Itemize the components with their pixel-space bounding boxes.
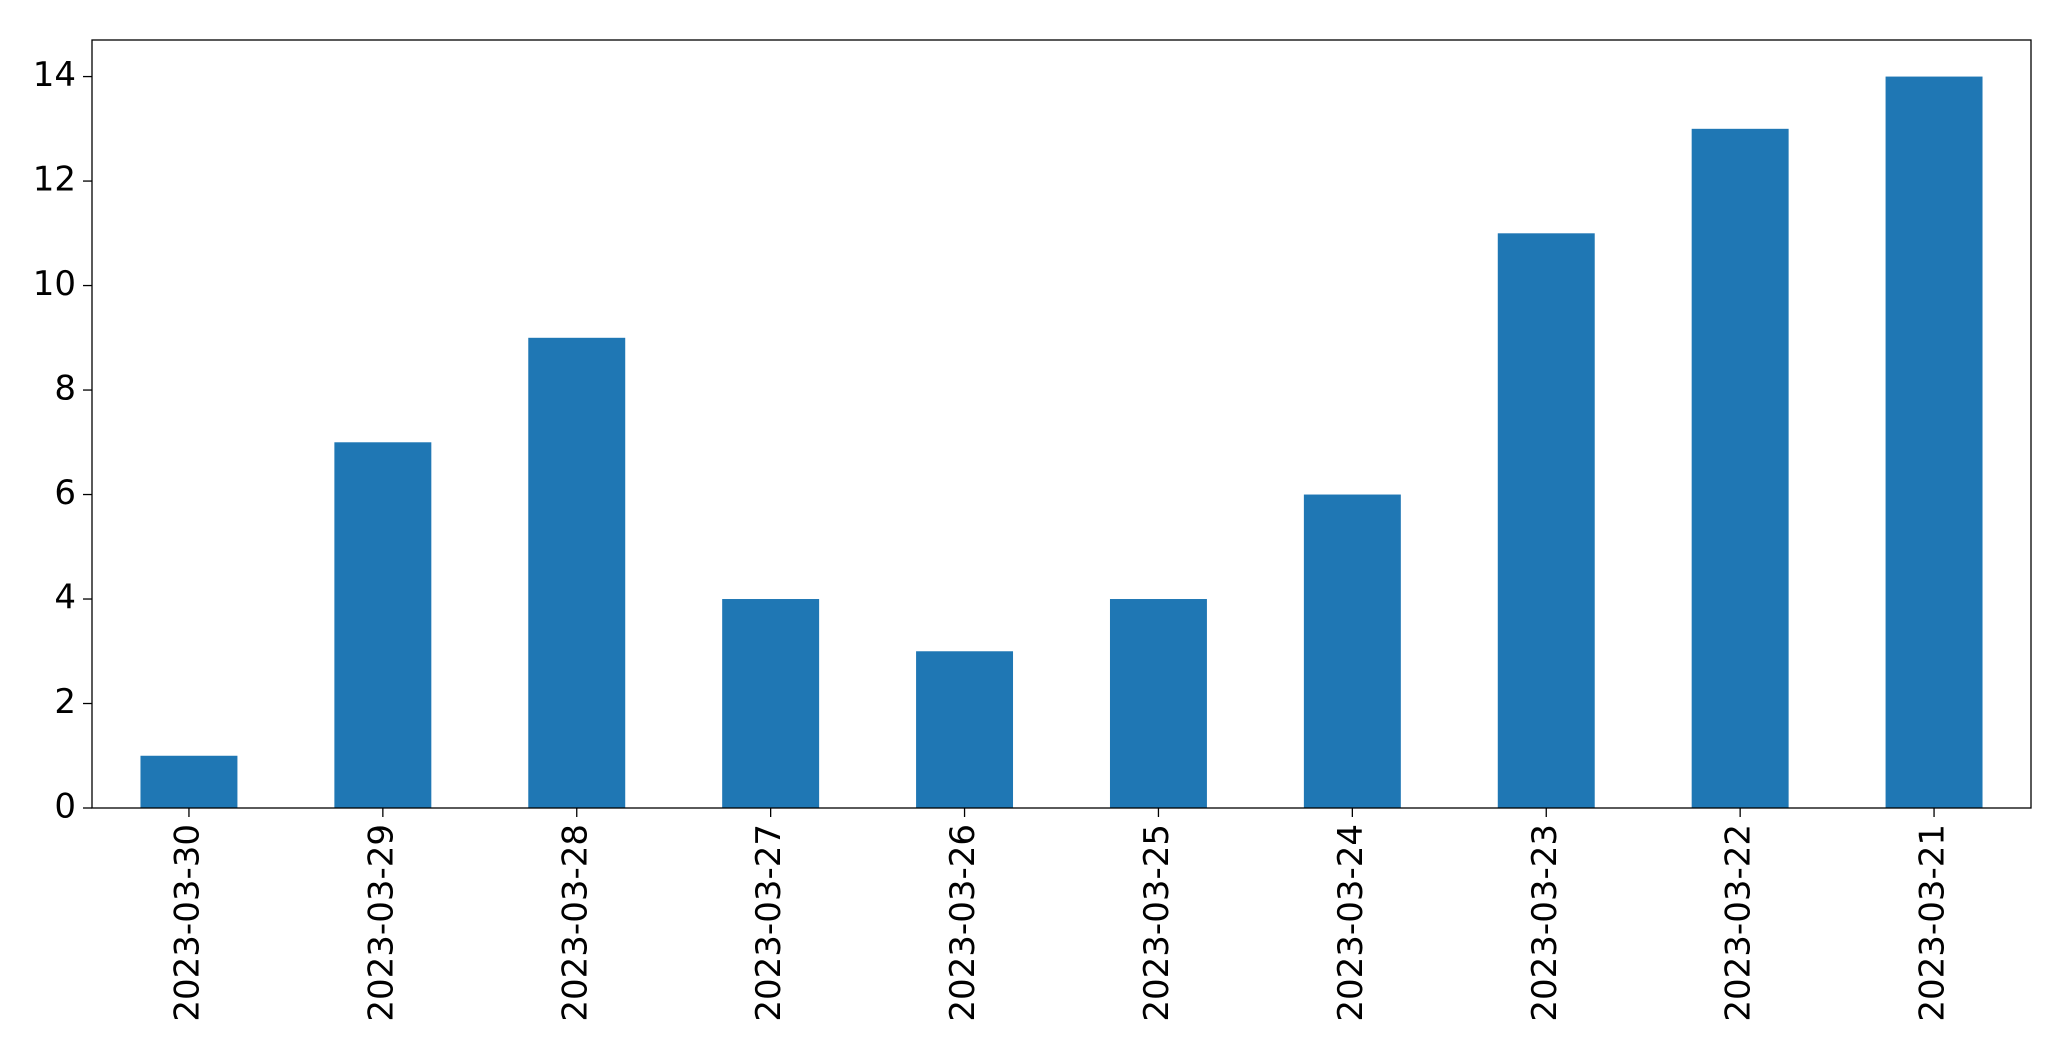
y-tick-label: 12 xyxy=(33,160,76,200)
y-tick-label: 0 xyxy=(54,787,76,827)
plot-frame xyxy=(91,39,2032,809)
x-tick-label: 2023-03-26 xyxy=(943,824,983,1022)
x-tick-label: 2023-03-24 xyxy=(1331,824,1371,1022)
y-tick-label: 2 xyxy=(54,682,76,722)
bar xyxy=(916,651,1014,808)
x-tick-label: 2023-03-30 xyxy=(167,824,207,1022)
x-tick-label: 2023-03-27 xyxy=(749,824,789,1022)
y-tick-label: 10 xyxy=(33,264,76,304)
bar xyxy=(722,599,820,808)
bar xyxy=(1497,233,1595,808)
y-tick-label: 4 xyxy=(54,578,76,618)
x-tick-label: 2023-03-23 xyxy=(1525,824,1565,1022)
x-tick-label: 2023-03-21 xyxy=(1913,824,1953,1022)
y-tick-label: 14 xyxy=(33,55,76,95)
x-tick-label: 2023-03-29 xyxy=(361,824,401,1022)
bar xyxy=(1691,128,1789,808)
x-tick-label: 2023-03-28 xyxy=(555,824,595,1022)
x-tick-label: 2023-03-22 xyxy=(1719,824,1759,1022)
bar xyxy=(334,442,432,808)
x-tick-label: 2023-03-25 xyxy=(1137,824,1177,1022)
bar xyxy=(140,755,238,808)
bar xyxy=(528,337,626,808)
bar xyxy=(1303,494,1401,808)
bar xyxy=(1109,599,1207,808)
y-tick-label: 8 xyxy=(54,369,76,409)
bar xyxy=(1885,76,1983,809)
y-tick-label: 6 xyxy=(54,473,76,513)
